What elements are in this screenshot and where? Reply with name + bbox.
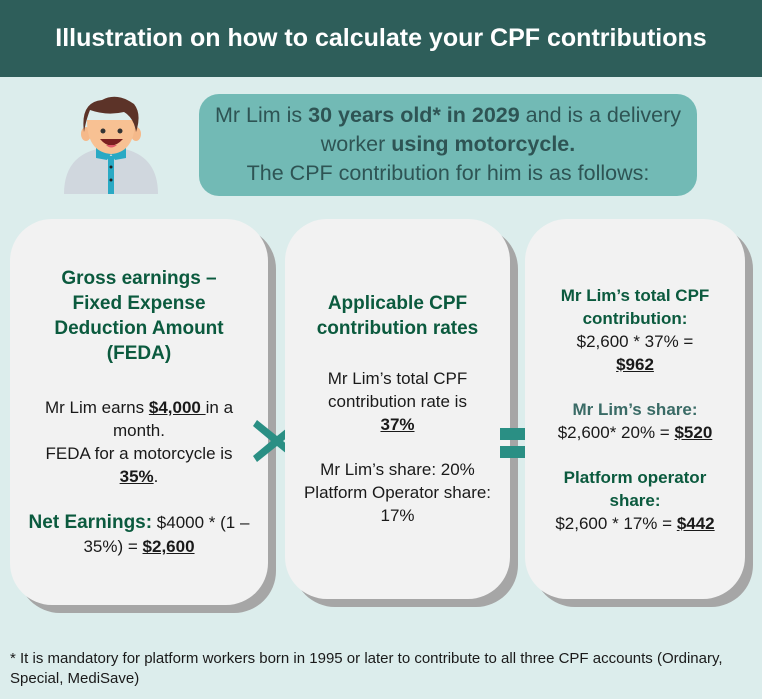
card-heading: Gross earnings – Fixed Expense Deduction… [54,268,224,364]
rate-value: 37% [380,415,415,434]
total-value: $962 [616,354,654,374]
earnings-text: Mr Lim earns $4,000 in a month. [44,398,234,440]
card-contribution-rates: Applicable CPF contribution rates Mr Lim… [285,219,510,599]
equals-icon [500,428,526,458]
platform-heading: Platform operator share: [563,467,707,510]
intro-text: and is a delivery worker [320,103,682,156]
card-heading: Applicable CPF contribution rates [316,293,479,339]
share-heading: Mr Lim’s share: [572,399,698,419]
header: Illustration on how to calculate your CP… [0,0,762,77]
intro-age: 30 years old* in 2029 [308,103,520,127]
man-avatar-icon [64,96,158,194]
platform-share: Platform Operator share: 17% [303,483,492,525]
rate-text: Mr Lim’s total CPF contribution rate is [327,369,468,411]
platform-calc: $2,600 * 17% = $442 [555,513,715,533]
page-title: Illustration on how to calculate your CP… [55,24,707,52]
intro-vehicle: using motorcycle. [391,132,576,156]
footnote: * It is mandatory for platform workers b… [10,650,723,687]
intro-text: The CPF contribution for him is as follo… [246,161,650,185]
total-calc: $2,600 * 37% = [576,331,694,351]
intro-text: Mr Lim is [214,103,309,127]
worker-share: Mr Lim’s share: 20% [320,460,475,479]
intro-bubble: Mr Lim is 30 years old* in 2029 and is a… [199,94,697,196]
share-calc: $2,600* 20% = $520 [557,422,713,442]
net-earnings: Net Earnings: $4000 * (1 – 35%) = $2,600 [28,512,250,556]
card-result: Mr Lim’s total CPF contribution: $2,600 … [525,219,745,599]
total-heading: Mr Lim’s total CPF contribution: [560,285,710,328]
feda-text: FEDA for a motorcycle is 35%. [45,444,233,486]
card-gross-earnings: Gross earnings – Fixed Expense Deduction… [10,219,268,605]
